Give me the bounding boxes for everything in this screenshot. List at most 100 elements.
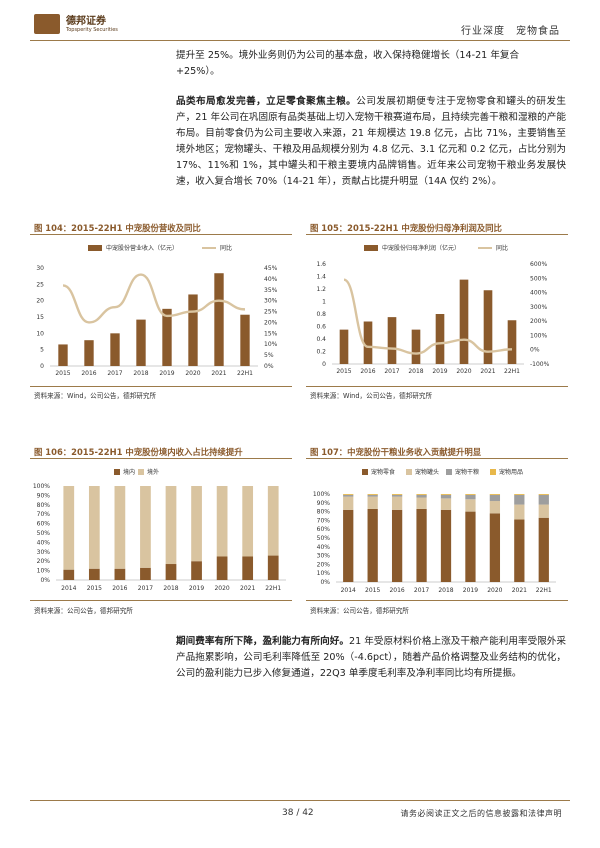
chart105-x-tick: 2019 [432,368,447,375]
chart104-x-tick: 2017 [107,370,122,377]
chart104-legend-line-label: 同比 [220,244,232,252]
chart104-legend-bar-swatch [88,245,102,251]
chart104-bar [136,319,146,366]
chart107-bar-segment [465,499,476,512]
chart107-bar-segment [538,517,549,582]
chart106-y-tick: 80% [37,502,51,509]
chart105-yleft-tick: 0.8 [316,311,326,318]
chart106-legend-label: 境外 [147,468,159,476]
chart107-x-tick: 2015 [365,587,380,594]
chart107-bar-segment [416,508,427,582]
chart107-bar-segment [391,496,403,510]
chart105-legend-bar-label: 中宠股份归母净利润（亿元） [382,244,460,252]
chart107-bar-segment [343,494,354,495]
chart107-y-tick: 10% [317,570,331,577]
chart104-yleft-tick: 0 [40,363,44,370]
chart107-bar-segment [465,494,476,495]
chart107-bar-segment [514,504,525,520]
chart106-bar-segment [242,556,254,580]
chart104-x-tick: 2016 [81,370,96,377]
chart106-legend-swatch [114,469,120,475]
chart107-y-tick: 60% [317,526,331,533]
chart107-x-tick: 2020 [487,587,502,594]
chart105-x-tick: 2018 [408,368,423,375]
chart106-bar-segment [88,568,100,580]
chart105-yright-tick: 100% [530,332,547,339]
chart107-legend-swatch [362,469,368,475]
chart107-bar-segment [514,494,525,505]
chart105-x-tick: 2015 [336,368,351,375]
chart105-x-tick: 22H1 [504,368,520,375]
chart106-x-tick: 2015 [87,585,102,592]
paragraph-profitability-heading: 期间费率有所下降，盈利能力有所向好。 [176,636,349,647]
chart104-x-tick: 2015 [55,370,70,377]
figure-106-top-rule [30,458,292,459]
chart106-bar-segment [114,568,126,580]
chart106-bar-segment [267,555,279,580]
chart107-bar-segment [416,494,427,495]
paragraph-intro-line2: +25%）。 [176,66,220,77]
footer-divider [30,800,570,801]
chart107-bar-segment [367,494,378,495]
chart106-legend-label: 境内 [123,468,135,476]
chart107-bar-segment [538,504,549,518]
chart107-x-tick: 2017 [414,587,429,594]
chart105-bar [363,321,373,364]
chart106-x-tick: 2018 [163,585,178,592]
chart107-legend-label: 宠物零食 [371,468,395,476]
chart107-y-tick: 50% [317,535,331,542]
chart107-bar-segment [489,494,501,502]
figure-107-title: 图 107：中宠股份干粮业务收入贡献提升明显 [310,447,482,457]
chart106-bar-segment [140,486,151,568]
chart104-yright-tick: 40% [264,276,278,283]
chart107-bar-segment [440,498,452,510]
chart105-yright-tick: 200% [530,318,547,325]
logo-mark-icon [34,14,60,34]
chart105-bar [435,314,445,364]
chart107-bar-segment [367,508,378,582]
logo-english-name: Topsperity Securities [66,26,118,33]
chart105-yright-tick: 600% [530,261,547,268]
chart107-y-tick: 30% [317,553,331,560]
chart107-x-tick: 2019 [463,587,478,594]
chart107-bar-segment [489,494,501,495]
chart106-x-tick: 2016 [112,585,127,592]
chart105-yleft-tick: 1.6 [316,261,326,268]
chart104-yright-tick: 5% [264,352,274,359]
chart107-bar-segment [465,494,476,500]
chart107-y-tick: 70% [317,517,331,524]
chart104-yright-tick: 20% [264,319,278,326]
chart107-bar-segment [367,496,378,509]
chart104-yright-tick: 15% [264,330,278,337]
chart104-yright-tick: 30% [264,298,278,305]
chart107-bar-segment [514,494,525,495]
paragraph-category-heading: 品类布局愈发完善，立足零食聚焦主粮。 [176,96,357,107]
chart104-yright-tick: 10% [264,341,278,348]
figure-105-bottom-rule [306,386,568,387]
chart107-bar-segment [465,511,476,582]
chart105-bar [411,329,421,364]
chart106-bar-segment [63,569,75,580]
chart104-yleft-tick: 20 [36,298,44,305]
chart104-bar [240,314,250,366]
chart107-x-tick: 2016 [389,587,404,594]
chart105-x-tick: 2020 [456,368,471,375]
chart107-bar-segment [538,494,549,505]
chart106-y-tick: 60% [37,521,51,528]
chart107-bar-segment [440,494,452,495]
chart107-y-tick: 90% [317,500,331,507]
chart106-bar-segment [216,486,228,557]
chart105-yright-tick: -100% [530,361,550,368]
figure-104-chart: 中宠股份营业收入（亿元） 同比 0 5 10 15 20 25 30 0% 5% 10% 15% 20% 2… [36,244,278,377]
chart107-bar-segment [391,494,403,497]
logo-name: 德邦证券 [66,15,106,27]
chart105-yleft-tick: 1 [322,299,326,306]
chart106-bar-segment [191,561,202,580]
chart104-x-tick: 2020 [185,370,200,377]
chart107-legend-swatch [446,469,452,475]
paragraph-intro-line1: 提升至 25%。境外业务则仍为公司的基本盘，收入保持稳健增长（14-21 年复合 [176,50,520,61]
chart107-bar-segment [514,519,525,582]
chart106-y-tick: 100% [33,483,50,490]
chart104-bar [188,294,198,366]
figure-106-source: 资料来源：公司公告，德邦研究所 [34,607,133,615]
